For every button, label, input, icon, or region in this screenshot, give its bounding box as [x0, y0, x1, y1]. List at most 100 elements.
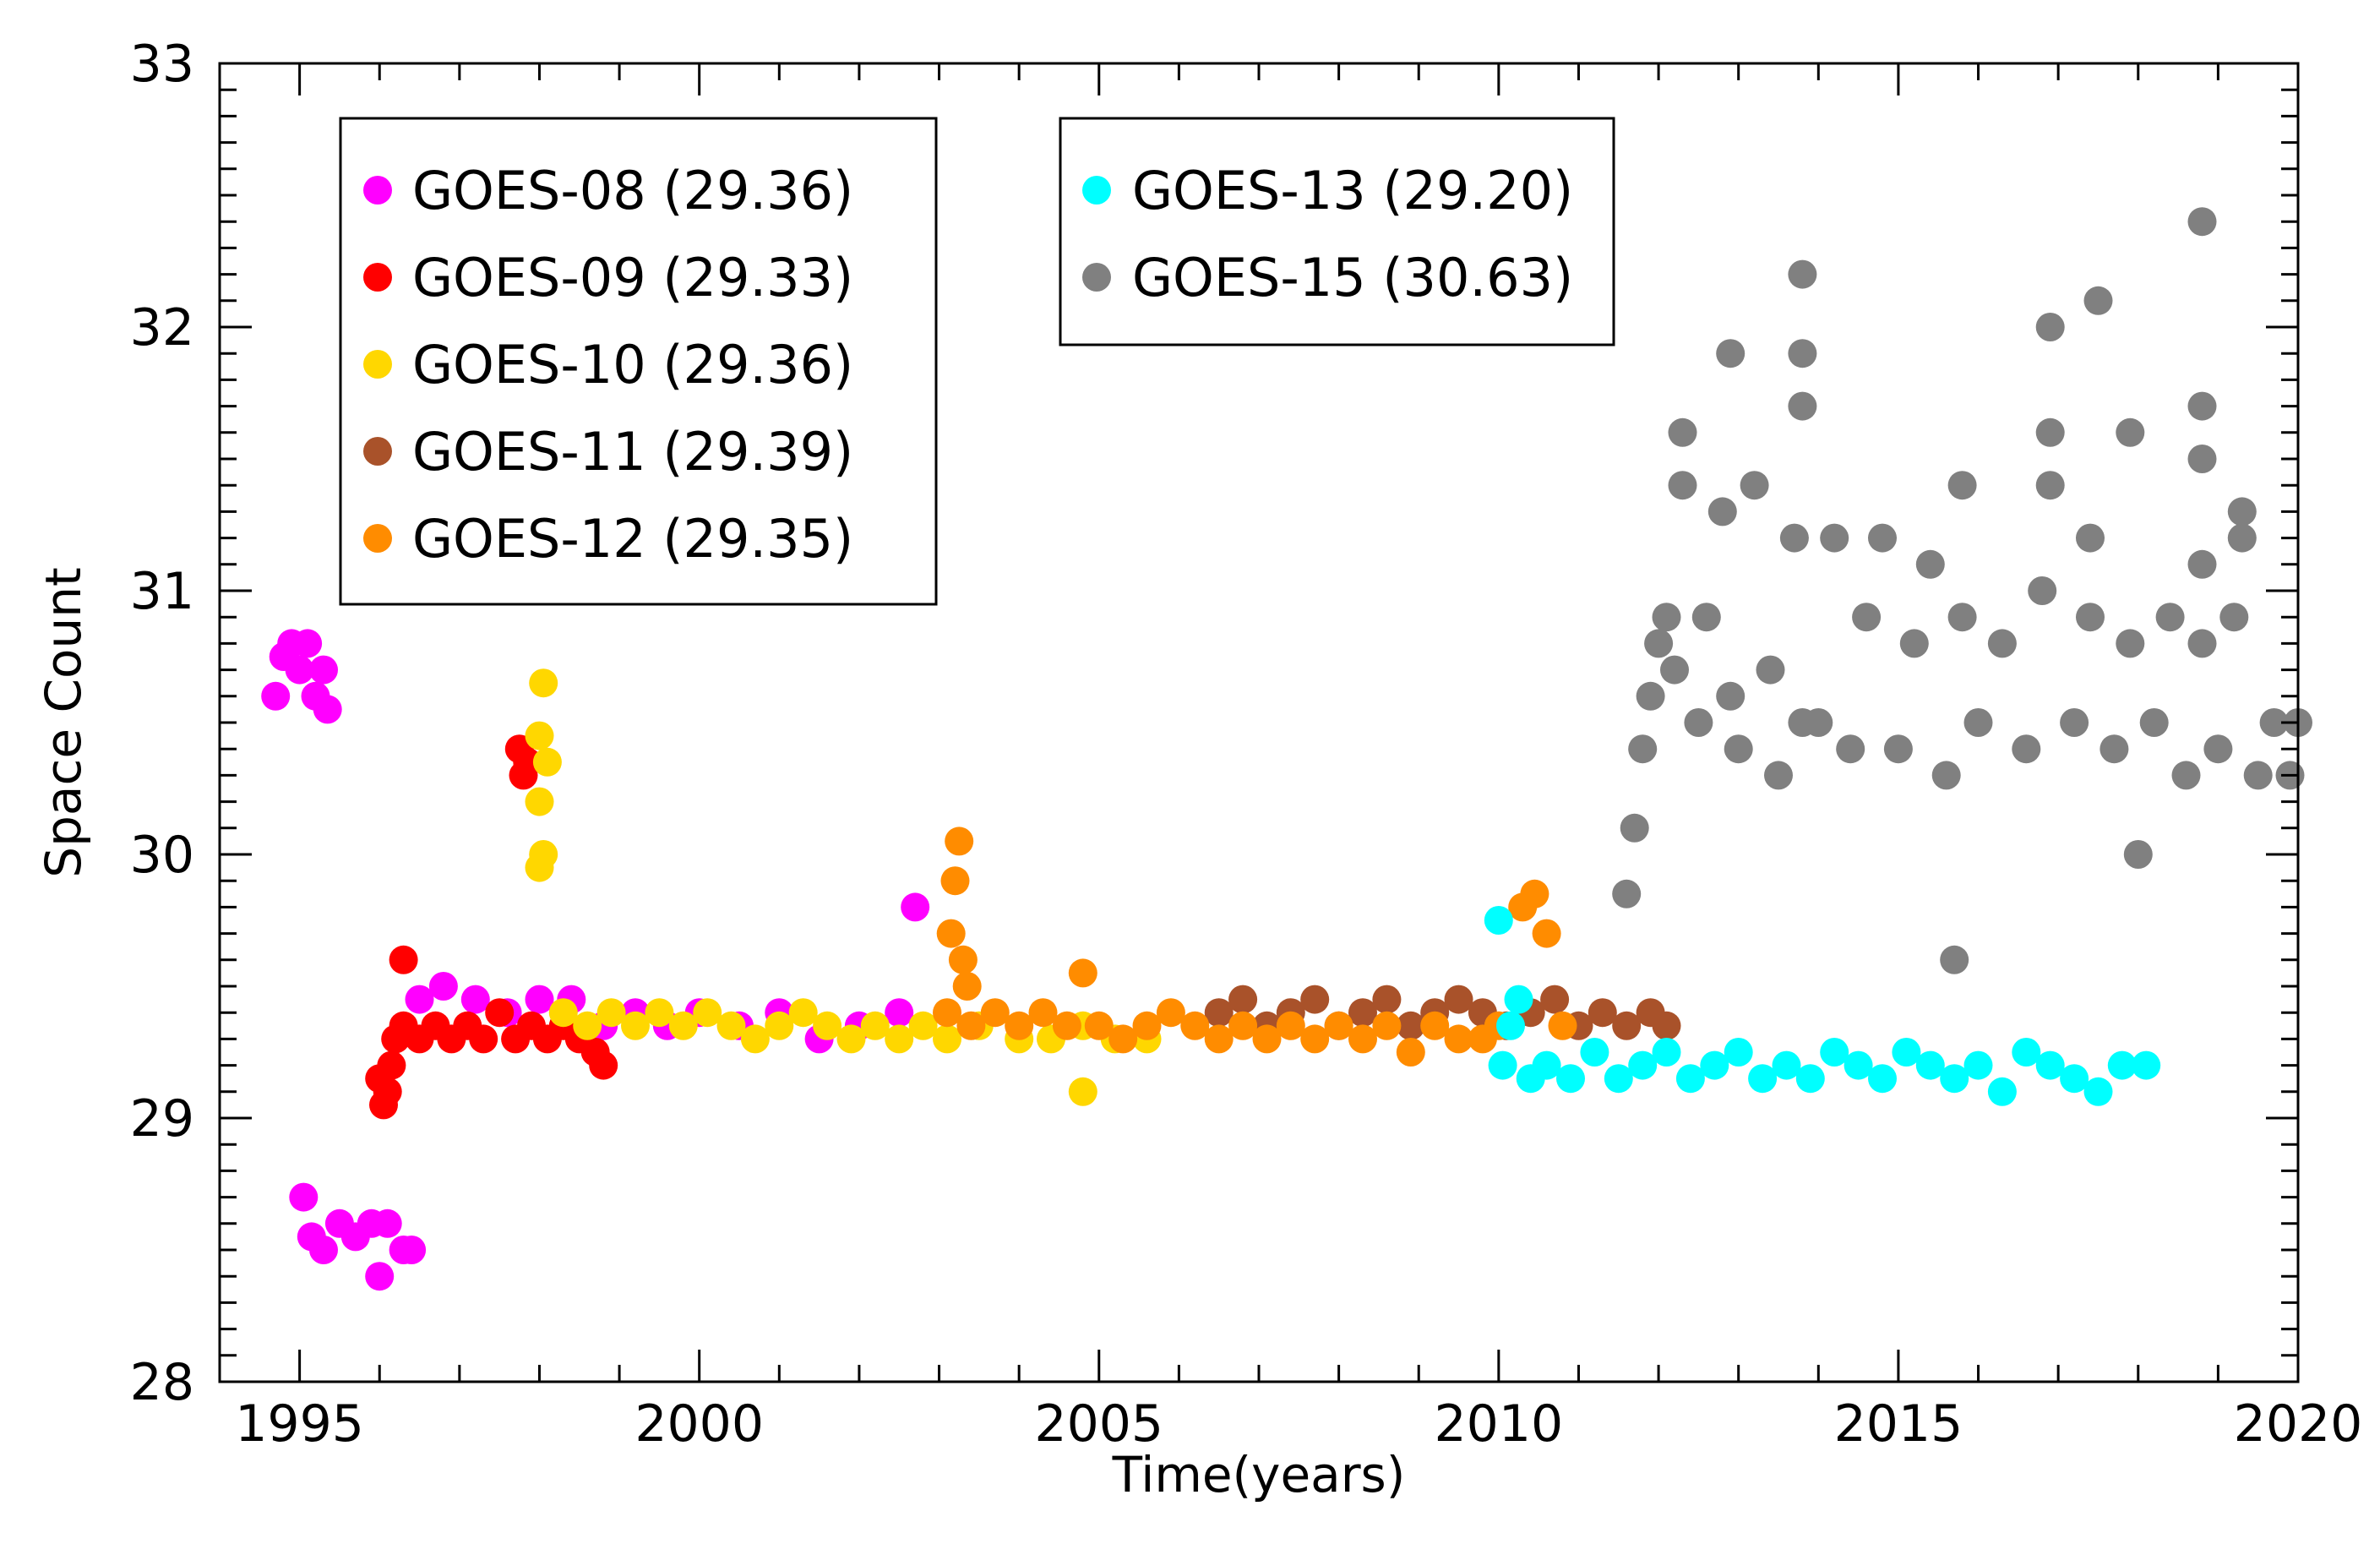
point-goes-11 [1300, 985, 1330, 1014]
point-goes-13 [2083, 1077, 2113, 1106]
point-goes-13 [1604, 1064, 1633, 1094]
point-goes-10 [740, 1024, 770, 1054]
point-goes-12 [1520, 879, 1549, 908]
point-goes-12 [936, 919, 966, 948]
point-goes-12 [1420, 1011, 1450, 1040]
point-goes-15 [2116, 417, 2145, 447]
point-goes-13 [1700, 1050, 1729, 1080]
point-goes-13 [1580, 1038, 1609, 1067]
point-goes-13 [1724, 1038, 1753, 1067]
point-goes-12 [933, 998, 961, 1028]
x-tick-label: 2015 [1834, 1394, 1963, 1454]
point-goes-15 [1716, 681, 1746, 711]
point-goes-12 [980, 998, 1010, 1028]
point-goes-09 [589, 1050, 618, 1080]
point-goes-13 [1915, 1050, 1945, 1080]
point-goes-08 [397, 1236, 427, 1264]
legend-marker-goes-08 [363, 176, 392, 205]
point-goes-15 [1740, 471, 1769, 500]
point-goes-15 [2243, 761, 2273, 790]
point-goes-08 [261, 681, 291, 711]
point-goes-15 [2187, 445, 2217, 473]
point-goes-15 [1947, 471, 1977, 500]
point-goes-15 [1652, 603, 1681, 632]
point-goes-10 [596, 998, 626, 1028]
point-goes-08 [285, 655, 314, 685]
point-goes-10 [548, 998, 578, 1028]
legend-label-goes-12: GOES-12 (29.35) [412, 508, 853, 570]
legend-right-frame [1059, 117, 1615, 346]
point-goes-15 [1899, 629, 1929, 658]
point-goes-15 [1644, 629, 1674, 658]
point-goes-15 [1764, 761, 1793, 790]
point-goes-08 [460, 985, 490, 1014]
point-goes-08 [901, 892, 930, 922]
point-goes-13 [2012, 1038, 2041, 1067]
y-tick-label: 33 [130, 35, 194, 94]
legend-left-frame [339, 117, 938, 606]
point-goes-09 [377, 1050, 406, 1080]
point-goes-15 [1987, 629, 2017, 658]
point-goes-13 [1556, 1064, 1585, 1094]
point-goes-10 [693, 998, 722, 1028]
point-goes-12 [1396, 1038, 1425, 1067]
point-goes-09 [469, 1024, 498, 1054]
point-goes-13 [1504, 985, 1533, 1014]
point-goes-08 [289, 1182, 319, 1212]
y-tick-label: 31 [130, 562, 194, 621]
point-goes-13 [1795, 1064, 1825, 1094]
y-axis-title: Space Count [35, 567, 92, 877]
point-goes-15 [1804, 708, 1833, 737]
point-goes-15 [1724, 734, 1753, 764]
point-goes-10 [836, 1024, 866, 1054]
point-goes-15 [1628, 734, 1658, 764]
point-goes-12 [1052, 1011, 1081, 1040]
point-goes-15 [1668, 417, 1697, 447]
point-goes-10 [813, 1011, 842, 1040]
point-goes-13 [1652, 1038, 1681, 1067]
point-goes-15 [2259, 708, 2289, 737]
point-goes-09 [389, 945, 418, 974]
point-goes-15 [2076, 603, 2105, 632]
point-goes-15 [2076, 523, 2105, 553]
legend-label-goes-11: GOES-11 (29.39) [412, 421, 853, 483]
point-goes-15 [1716, 339, 1746, 368]
point-goes-12 [1324, 1011, 1353, 1040]
point-goes-15 [2123, 840, 2153, 869]
point-goes-15 [1940, 945, 1969, 974]
point-goes-10 [621, 1011, 650, 1040]
point-goes-15 [1612, 879, 1642, 908]
legend-label-goes-15: GOES-15 (30.63) [1132, 247, 1573, 308]
point-goes-10 [525, 787, 554, 816]
x-tick-label: 1995 [235, 1394, 364, 1454]
point-goes-08 [405, 985, 434, 1014]
point-goes-10 [668, 1011, 698, 1040]
point-goes-15 [2171, 761, 2201, 790]
point-goes-12 [1228, 1011, 1258, 1040]
point-goes-15 [1684, 708, 1713, 737]
point-goes-12 [1548, 1011, 1577, 1040]
point-goes-12 [1444, 1024, 1473, 1054]
point-goes-08 [525, 985, 554, 1014]
point-goes-13 [1820, 1038, 1849, 1067]
point-goes-15 [2083, 286, 2113, 315]
legend-label-goes-10: GOES-10 (29.36) [412, 334, 853, 396]
point-goes-10 [1068, 1077, 1097, 1106]
point-goes-08 [885, 998, 914, 1028]
point-goes-11 [1396, 1011, 1425, 1040]
legend-label-goes-13: GOES-13 (29.20) [1132, 160, 1573, 221]
point-goes-15 [2035, 471, 2065, 500]
point-goes-12 [1132, 1011, 1162, 1040]
point-goes-10 [525, 721, 554, 750]
point-goes-08 [309, 1236, 338, 1264]
point-goes-13 [2107, 1050, 2137, 1080]
point-goes-10 [788, 998, 818, 1028]
point-goes-09 [485, 998, 515, 1028]
point-goes-13 [1892, 1038, 1921, 1067]
point-goes-15 [2187, 629, 2217, 658]
point-goes-11 [1444, 985, 1473, 1014]
point-goes-12 [1372, 1011, 1402, 1040]
point-goes-13 [1772, 1050, 1801, 1080]
point-goes-12 [945, 827, 974, 856]
legend-label-goes-09: GOES-09 (29.33) [412, 247, 853, 308]
